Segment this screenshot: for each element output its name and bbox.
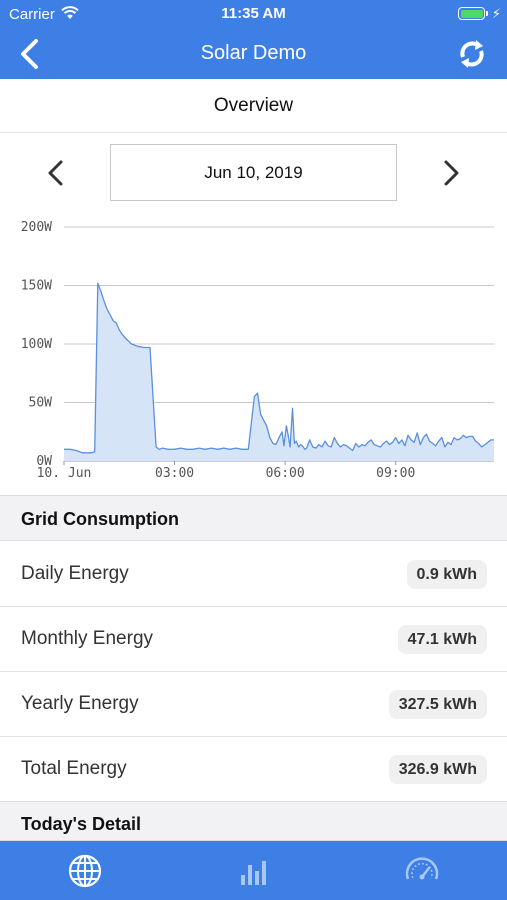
- row-value-badge: 326.9 kWh: [388, 755, 487, 784]
- row-value-badge: 47.1 kWh: [397, 625, 487, 654]
- row-label: Daily Energy: [21, 563, 129, 584]
- series-area: [64, 283, 494, 461]
- x-tick-label: 06:00: [266, 466, 305, 481]
- chevron-left-icon: [48, 160, 63, 186]
- clock-time: 11:35 AM: [221, 5, 286, 22]
- globe-icon: [68, 854, 102, 888]
- row-value-badge: 327.5 kWh: [388, 690, 487, 719]
- tab-overview[interactable]: [67, 853, 103, 889]
- grid-consumption-header: Grid Consumption: [0, 495, 507, 541]
- previous-day-button[interactable]: [44, 158, 68, 188]
- status-bar: Carrier 11:35 AM ⚡: [0, 0, 507, 28]
- overview-header: Overview: [0, 79, 507, 133]
- todays-detail-header: Today's Detail: [0, 801, 507, 841]
- y-tick-label: 150W: [21, 279, 52, 294]
- battery-tip: [486, 11, 488, 16]
- power-chart[interactable]: 0W 50W 100W 150W 200W 10. Jun 03:00 06:00 09:00: [0, 213, 507, 495]
- row-label: Total Energy: [21, 758, 127, 779]
- row-value-badge: 0.9 kWh: [406, 560, 487, 589]
- wifi-icon: [61, 6, 79, 25]
- section-title: Today's Detail: [21, 814, 141, 834]
- date-field[interactable]: Jun 10, 2019: [110, 144, 397, 201]
- bar-chart-icon: [241, 861, 266, 885]
- date-picker: Jun 10, 2019: [0, 133, 507, 213]
- battery-icon: [458, 7, 485, 20]
- y-tick-label: 50W: [29, 396, 53, 411]
- navigation-bar: Solar Demo: [0, 28, 507, 79]
- list-item-total-energy[interactable]: Total Energy 326.9 kWh: [0, 737, 507, 802]
- x-tick-label: 03:00: [155, 466, 194, 481]
- y-tick-label: 100W: [21, 337, 52, 352]
- section-title: Grid Consumption: [21, 509, 179, 529]
- tab-bar: [0, 841, 507, 900]
- gauge-icon: [405, 857, 439, 880]
- carrier-label: Carrier: [9, 6, 55, 23]
- list-item-daily-energy[interactable]: Daily Energy 0.9 kWh: [0, 542, 507, 607]
- x-tick-label: 10. Jun: [37, 466, 92, 481]
- list-item-monthly-energy[interactable]: Monthly Energy 47.1 kWh: [0, 607, 507, 672]
- app-title: Solar Demo: [200, 42, 307, 64]
- chevron-right-icon: [444, 160, 459, 186]
- tab-statistics[interactable]: [236, 853, 272, 889]
- overview-title: Overview: [213, 95, 294, 116]
- y-tick-label: 200W: [21, 220, 52, 235]
- power-chart-svg: 0W 50W 100W 150W 200W 10. Jun 03:00 06:00 09:00: [21, 220, 494, 481]
- list-item-yearly-energy[interactable]: Yearly Energy 327.5 kWh: [0, 672, 507, 737]
- refresh-icon: [460, 40, 484, 68]
- back-button[interactable]: [16, 38, 46, 70]
- row-label: Monthly Energy: [21, 628, 154, 649]
- chevron-left-icon: [21, 39, 38, 69]
- charging-icon: ⚡: [491, 6, 501, 21]
- refresh-button[interactable]: [455, 37, 489, 71]
- x-tick-label: 09:00: [376, 466, 415, 481]
- row-label: Yearly Energy: [21, 693, 139, 714]
- next-day-button[interactable]: [439, 158, 463, 188]
- series-line: [64, 282, 494, 454]
- tab-dashboard[interactable]: [404, 853, 440, 889]
- y-tick-label: 0W: [36, 454, 52, 469]
